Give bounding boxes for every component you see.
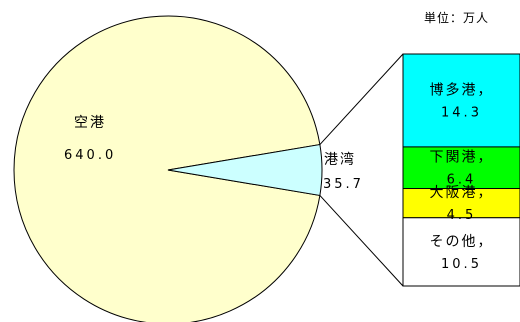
pie-label-port: 港湾 xyxy=(324,151,356,168)
pie-slice-port xyxy=(167,143,323,197)
connector-line-bottom xyxy=(319,195,404,287)
segment-label-other: その他， xyxy=(430,234,494,250)
segment-label-osaka: 大阪港， xyxy=(430,185,494,201)
bar-segment-hakata xyxy=(402,53,520,148)
stacked-bar xyxy=(402,53,520,287)
pie-label-airport: 空港 xyxy=(74,115,106,131)
segment-value-hakata: 14.3 xyxy=(441,105,482,120)
bar-segment-other xyxy=(402,217,520,287)
pie-slice-airport xyxy=(13,15,321,322)
segment-value-other: 10.5 xyxy=(441,257,482,272)
segment-label-shimonoseki: 下関港， xyxy=(430,150,494,166)
segment-value-osaka: 4.5 xyxy=(447,208,477,223)
segment-label-hakata: 博多港， xyxy=(430,81,494,98)
pie-value-port: 35.7 xyxy=(323,177,364,192)
pie-value-airport: 640.0 xyxy=(64,148,116,163)
connector-line-top xyxy=(319,53,404,145)
unit-label: 単位：万人 xyxy=(424,10,489,25)
segment-value-shimonoseki: 6.4 xyxy=(447,173,477,188)
